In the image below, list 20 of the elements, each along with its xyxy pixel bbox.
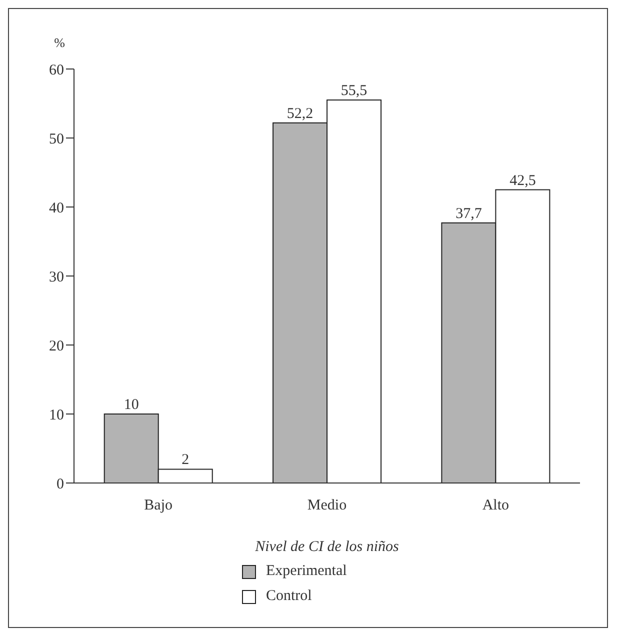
data-label: 55,5 bbox=[340, 83, 368, 100]
legend-label: Control bbox=[266, 588, 312, 605]
y-axis-title: % bbox=[54, 35, 66, 50]
data-label: 10 bbox=[124, 397, 139, 413]
y-tick-label: 50 bbox=[49, 131, 64, 148]
y-tick-label: 20 bbox=[49, 338, 64, 354]
y-tick-label: 10 bbox=[49, 407, 64, 424]
y-tick-label: 0 bbox=[56, 476, 64, 492]
legend-label: Experimental bbox=[266, 563, 347, 580]
data-label: 37,7 bbox=[456, 206, 482, 222]
y-tick-label: 60 bbox=[49, 62, 64, 78]
x-tick-label: Alto bbox=[482, 498, 510, 514]
x-tick-label: Bajo bbox=[144, 498, 173, 514]
data-label: 52,2 bbox=[286, 106, 314, 122]
x-tick-label: Medio bbox=[307, 498, 347, 514]
x-axis-title: Nivel de CI de los niños bbox=[254, 539, 400, 555]
y-tick-label: 30 bbox=[49, 269, 64, 286]
data-label: 42,5 bbox=[510, 172, 536, 189]
y-tick-label: 40 bbox=[49, 200, 64, 216]
data-label: 2 bbox=[182, 452, 190, 468]
